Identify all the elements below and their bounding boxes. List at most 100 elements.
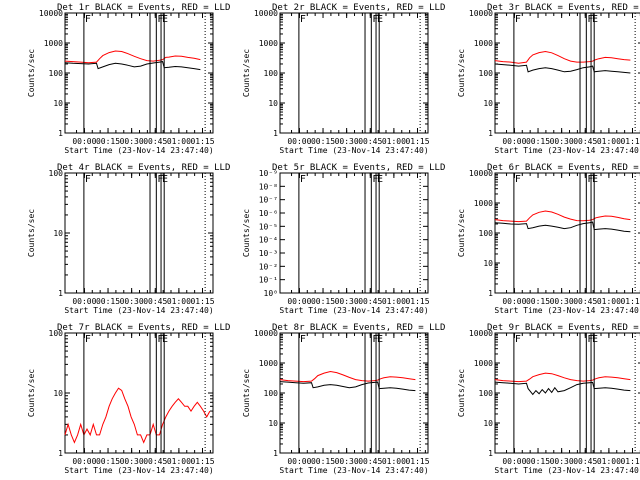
x-tick-label: 00:00 xyxy=(502,137,526,146)
y-tick-label: 10 xyxy=(268,419,278,428)
event-vline-label: E xyxy=(162,14,168,25)
x-tick-label: 01:15 xyxy=(405,457,429,466)
x-tick-label: 01:15 xyxy=(190,137,214,146)
y-axis-label: Counts/sec xyxy=(27,49,36,97)
x-tick-label: 00:45 xyxy=(143,457,167,466)
chart-title: Det 3r BLACK = Events, RED = LLD xyxy=(487,3,640,13)
y-tick-label: 1000 xyxy=(474,359,493,368)
event-vline-label: E xyxy=(377,334,383,345)
event-vline-label: E xyxy=(592,174,598,185)
series-events-line xyxy=(494,221,631,233)
y-axis-label: Counts/sec xyxy=(27,209,36,257)
x-tick-label: 00:45 xyxy=(358,137,382,146)
y-tick-label: 1000 xyxy=(259,39,278,48)
y-tick-label: 10 xyxy=(53,229,63,238)
x-tick-label: 00:30 xyxy=(335,297,359,306)
series-lld-line xyxy=(64,50,201,64)
x-tick-label: 01:00 xyxy=(167,297,191,306)
chart-panel-1: Det 1r BLACK = Events, RED = LLD 1 10 100 10… xyxy=(27,3,230,155)
x-tick-label: 01:00 xyxy=(167,457,191,466)
x-axis-label: Start Time (23-Nov-14 23:47:40) xyxy=(279,146,428,155)
x-axis-label: Start Time (23-Nov-14 23:47:40) xyxy=(494,466,640,475)
y-tick-label: 100 xyxy=(49,329,64,338)
y-tick-label: 10 xyxy=(483,99,493,108)
x-axis-label: Start Time (23-Nov-14 23:47:40) xyxy=(494,306,640,315)
y-tick-label: 100 xyxy=(49,169,64,178)
chart-panel-3: Det 3r BLACK = Events, RED = LLD 1 10 100 10… xyxy=(457,3,640,155)
x-axis-label: Start Time (23-Nov-14 23:47:40) xyxy=(279,306,428,315)
x-tick-label: 01:00 xyxy=(382,137,406,146)
y-tick-label: 1 xyxy=(58,449,63,458)
plot-frame xyxy=(494,172,640,294)
x-tick-label: 00:30 xyxy=(335,137,359,146)
x-tick-label: 01:15 xyxy=(190,297,214,306)
series-lld-line xyxy=(494,372,631,383)
plot-frame xyxy=(494,332,640,454)
series-events-line xyxy=(64,61,201,71)
series-lld-line xyxy=(64,387,211,444)
event-vline-label: E xyxy=(162,334,168,345)
y-tick-label: 1 xyxy=(273,129,278,138)
y-axis-label: Counts/sec xyxy=(457,49,466,97)
event-vline-label: F xyxy=(587,174,593,185)
x-tick-label: 01:00 xyxy=(597,457,621,466)
event-vline-label: F xyxy=(372,334,378,345)
x-tick-label: 00:00 xyxy=(287,297,311,306)
y-tick-label: 10 xyxy=(268,99,278,108)
x-tick-label: 00:00 xyxy=(72,137,96,146)
x-tick-label: 00:00 xyxy=(502,297,526,306)
y-tick-label: 10⁻⁵ xyxy=(259,222,278,231)
event-vline-label: F xyxy=(85,14,91,25)
x-tick-label: 00:00 xyxy=(502,457,526,466)
series-lld-line xyxy=(279,370,416,383)
series-events-line xyxy=(279,381,416,392)
x-tick-label: 00:45 xyxy=(573,137,597,146)
chart-title: Det 9r BLACK = Events, RED = LLD xyxy=(487,323,640,333)
chart-title: Det 4r BLACK = Events, RED = LLD xyxy=(57,163,230,173)
x-axis-label: Start Time (23-Nov-14 23:47:40) xyxy=(494,146,640,155)
chart-panel-2: Det 2r BLACK = Events, RED = LLD 1 10 100 10… xyxy=(242,3,445,155)
y-tick-label: 1 xyxy=(488,449,493,458)
event-vline-label: F xyxy=(157,174,163,185)
y-tick-label: 10⁻³ xyxy=(259,249,278,258)
plot-frame xyxy=(64,12,214,134)
y-tick-label: 10⁻⁴ xyxy=(259,236,278,245)
event-vline-label: E xyxy=(162,174,168,185)
y-tick-label: 1000 xyxy=(474,39,493,48)
x-tick-label: 00:30 xyxy=(550,297,574,306)
y-tick-label: 10⁰ xyxy=(264,289,278,298)
y-tick-label: 1000 xyxy=(259,359,278,368)
y-tick-label: 10⁻⁹ xyxy=(259,169,278,178)
x-tick-label: 01:15 xyxy=(405,297,429,306)
x-tick-label: 00:45 xyxy=(573,297,597,306)
y-tick-label: 10000 xyxy=(39,9,63,18)
chart-title: Det 6r BLACK = Events, RED = LLD xyxy=(487,163,640,173)
plot-frame xyxy=(494,12,640,134)
event-vline-label: F xyxy=(515,14,521,25)
y-tick-label: 100 xyxy=(264,389,279,398)
y-tick-label: 10 xyxy=(53,389,63,398)
event-vline-label: F xyxy=(157,334,163,345)
y-tick-label: 10000 xyxy=(469,9,493,18)
y-axis-label: Counts/sec xyxy=(242,209,251,257)
x-tick-label: 01:00 xyxy=(167,137,191,146)
y-tick-label: 10⁻⁷ xyxy=(259,196,278,205)
y-tick-label: 100 xyxy=(479,229,494,238)
x-tick-label: 00:15 xyxy=(311,137,335,146)
chart-panel-4: Det 4r BLACK = Events, RED = LLD 1 10 100 00… xyxy=(27,163,230,315)
y-tick-label: 100 xyxy=(479,389,494,398)
event-vline-label: F xyxy=(587,14,593,25)
event-vline-label: F xyxy=(157,14,163,25)
x-tick-label: 01:00 xyxy=(382,457,406,466)
event-vline-label: E xyxy=(592,14,598,25)
y-tick-label: 1 xyxy=(488,289,493,298)
chart-title: Det 2r BLACK = Events, RED = LLD xyxy=(272,3,445,13)
plot-frame xyxy=(279,12,429,134)
x-tick-label: 00:15 xyxy=(526,137,550,146)
event-vline-label: F xyxy=(300,174,306,185)
x-tick-label: 01:15 xyxy=(190,457,214,466)
y-tick-label: 100 xyxy=(264,69,279,78)
event-vline-label: F xyxy=(372,174,378,185)
y-tick-label: 100 xyxy=(49,69,64,78)
